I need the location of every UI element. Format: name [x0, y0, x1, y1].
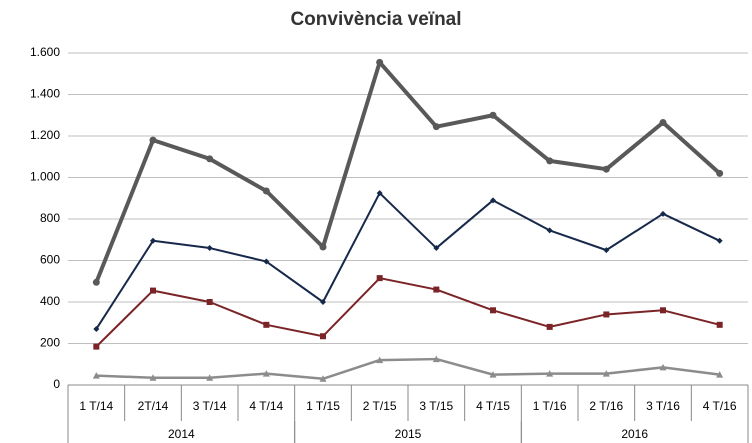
point: [150, 237, 156, 244]
point: [376, 356, 384, 364]
point: [603, 247, 610, 254]
series-line: [96, 357, 720, 381]
x-tick-label: 3 T/16: [646, 399, 680, 413]
series-line: [95, 277, 720, 348]
series-line: [94, 60, 722, 284]
point: [149, 374, 157, 381]
point: [660, 210, 666, 217]
point: [716, 371, 724, 378]
x-tick-label: 3 T/14: [193, 399, 227, 413]
y-tick-label: 1.200: [30, 128, 60, 142]
point: [149, 136, 157, 144]
y-tick-label: 0: [53, 377, 60, 391]
x-tick-label: 1 T/14: [79, 399, 113, 413]
point: [262, 370, 270, 377]
chart-title: Convivència veïnal: [290, 9, 461, 30]
series-line: [95, 192, 721, 330]
point: [603, 311, 610, 318]
point: [716, 169, 724, 177]
y-tick-label: 400: [40, 294, 60, 308]
point: [602, 370, 610, 377]
x-tick-label: 3 T/15: [419, 399, 453, 413]
point: [92, 372, 100, 379]
point: [206, 245, 213, 252]
y-tick-label: 1.600: [30, 45, 60, 59]
point: [716, 321, 723, 328]
point: [320, 333, 326, 340]
point: [432, 123, 440, 131]
x-tick-label: 2T/14: [138, 399, 169, 413]
point: [659, 119, 667, 127]
point: [602, 165, 610, 173]
x-tick-label: 1 T/15: [306, 399, 340, 413]
point: [660, 307, 666, 314]
point: [490, 197, 496, 204]
point: [319, 375, 327, 382]
y-tick-label: 200: [40, 336, 60, 350]
point: [489, 371, 497, 378]
point: [93, 325, 100, 332]
point: [546, 370, 554, 377]
point: [659, 363, 667, 371]
point: [263, 321, 270, 328]
x-tick-label: 4 T/14: [249, 399, 283, 413]
x-tick-label: 4 T/16: [703, 399, 737, 413]
point: [376, 58, 384, 66]
point: [546, 157, 554, 165]
point: [92, 278, 100, 286]
point: [263, 258, 270, 265]
y-tick-label: 1.400: [30, 87, 60, 101]
point: [262, 187, 270, 195]
group-label: 2016: [621, 427, 648, 441]
point: [490, 307, 496, 314]
point: [546, 323, 553, 330]
point: [319, 243, 327, 251]
point: [546, 227, 553, 234]
y-tick-label: 800: [40, 211, 60, 225]
group-label: 2015: [395, 427, 422, 441]
y-tick-label: 1.000: [30, 170, 60, 184]
point: [432, 355, 440, 363]
x-tick-label: 4 T/15: [476, 399, 510, 413]
x-tick-label: 2 T/16: [589, 399, 623, 413]
point: [320, 299, 326, 305]
point: [206, 374, 214, 381]
point: [433, 286, 440, 293]
point: [376, 190, 383, 197]
point: [716, 237, 723, 244]
point: [150, 287, 156, 294]
point: [489, 111, 497, 119]
point: [206, 155, 214, 163]
point: [376, 275, 383, 282]
x-tick-label: 1 T/16: [533, 399, 567, 413]
group-label: 2014: [168, 427, 195, 441]
point: [93, 343, 100, 350]
y-tick-label: 600: [40, 253, 60, 267]
point: [206, 299, 213, 305]
x-tick-label: 2 T/15: [363, 399, 397, 413]
point: [433, 245, 440, 252]
